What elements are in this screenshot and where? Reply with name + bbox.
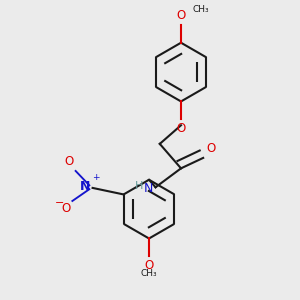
Text: O: O <box>144 259 154 272</box>
Text: O: O <box>61 202 71 215</box>
Text: −: − <box>55 198 64 208</box>
Text: CH₃: CH₃ <box>141 269 157 278</box>
Text: O: O <box>176 122 185 135</box>
Text: H: H <box>134 181 143 190</box>
Text: CH₃: CH₃ <box>192 5 209 14</box>
Text: N: N <box>144 182 153 195</box>
Text: O: O <box>206 142 216 154</box>
Text: O: O <box>176 9 186 22</box>
Text: O: O <box>65 155 74 168</box>
Text: +: + <box>92 173 100 182</box>
Text: N: N <box>80 180 90 194</box>
